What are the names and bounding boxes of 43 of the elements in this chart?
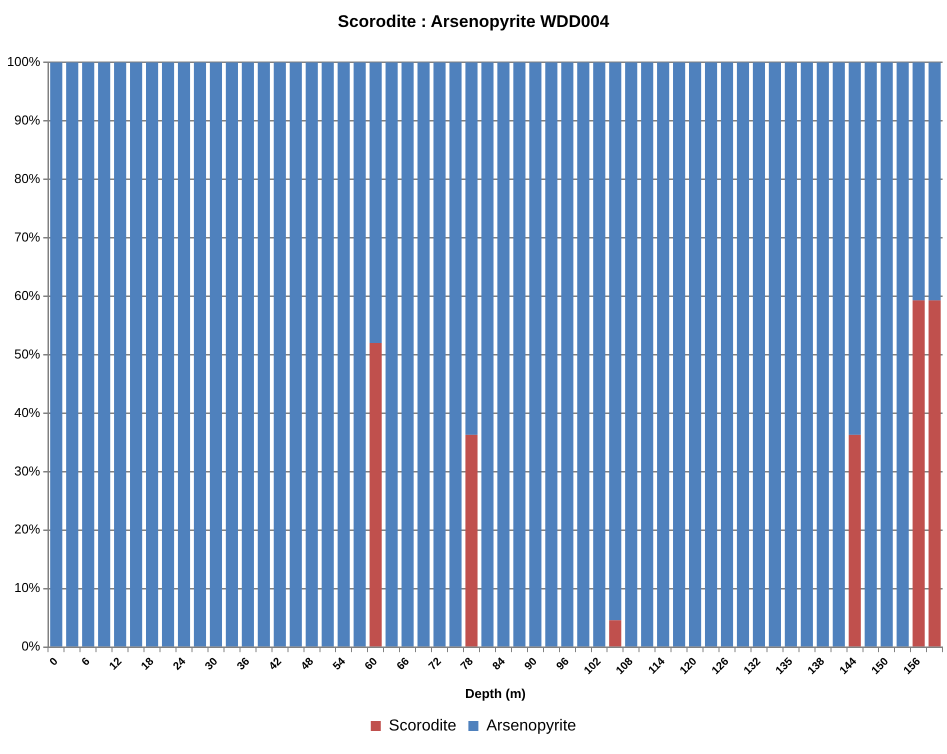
- x-tick-label: 156: [901, 656, 923, 677]
- x-tick-label: 6: [80, 656, 92, 668]
- y-tick-label: 20%: [14, 522, 41, 537]
- legend-label: Scorodite: [388, 717, 456, 734]
- x-tick-label: 30: [203, 656, 220, 673]
- x-axis-title: Depth (m): [465, 686, 526, 701]
- y-tick-label: 70%: [14, 229, 41, 244]
- legend-label: Arsenopyrite: [486, 717, 576, 734]
- y-tick-label: 40%: [14, 404, 41, 420]
- y-tick-label: 10%: [14, 580, 41, 596]
- x-tick-label: 0: [48, 656, 60, 668]
- y-tick-label: 100%: [7, 54, 41, 69]
- chart-title: Scorodite : Arsenopyrite WDD004: [338, 12, 610, 31]
- x-tick-label: 12: [107, 656, 124, 673]
- x-tick-label: 48: [298, 656, 316, 673]
- x-tick-label: 72: [426, 656, 444, 673]
- y-tick-label: 80%: [14, 170, 41, 186]
- y-tick-label: 0%: [21, 638, 41, 654]
- x-tick-label: 42: [266, 656, 284, 673]
- x-tick-label: 84: [490, 654, 508, 673]
- x-tick-label: 66: [394, 656, 412, 673]
- y-tick-label: 50%: [14, 346, 41, 362]
- x-tick-label: 96: [554, 656, 572, 673]
- x-tick-label: 150: [870, 656, 891, 677]
- x-tick-label: 54: [330, 654, 349, 673]
- x-tick-label: 144: [838, 654, 860, 677]
- x-tick-label: 102: [582, 656, 604, 677]
- x-tick-label: 90: [522, 656, 540, 673]
- x-tick-label: 78: [458, 656, 476, 673]
- x-tick-label: 135: [774, 656, 796, 677]
- x-tick-label: 108: [614, 656, 636, 677]
- x-tick-label: 132: [742, 656, 764, 677]
- y-tick-label: 60%: [14, 288, 41, 303]
- y-tick-label: 30%: [14, 463, 41, 478]
- x-tick-label: 18: [139, 656, 156, 673]
- x-tick-label: 138: [806, 656, 828, 677]
- x-tick-label: 60: [362, 656, 380, 673]
- x-tick-label: 120: [678, 656, 700, 677]
- x-tick-label: 114: [646, 654, 668, 677]
- y-tick-label: 90%: [14, 112, 41, 128]
- x-tick-label: 24: [171, 654, 189, 673]
- x-tick-label: 126: [710, 656, 732, 677]
- x-tick-label: 36: [235, 656, 252, 673]
